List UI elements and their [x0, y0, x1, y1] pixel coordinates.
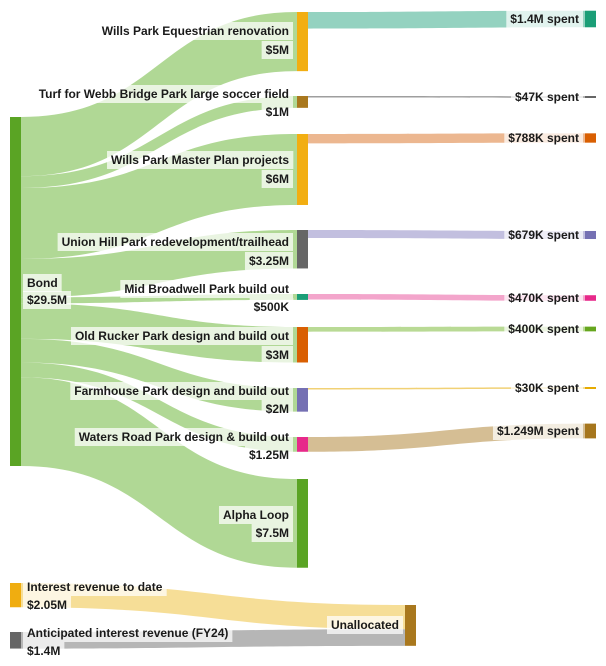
- pad-spent-turf-for-webb-bridge-park-large-soccer-field: [510, 88, 583, 106]
- pad-wills-park-master-plan-projects: [107, 151, 294, 169]
- pad-spent-wills-park-equestrian-renovation: [506, 10, 583, 28]
- spent-label-old-rucker-park-design-and-build-out: $400K spent: [508, 322, 579, 336]
- spent-label-farmhouse-park-design-and-build-out: $30K spent: [515, 381, 579, 395]
- spent-label-wills-park-master-plan-projects: $788K spent: [508, 131, 579, 145]
- amount-union-hill-park-redevelopment-trailhead: $3.25M: [249, 254, 289, 268]
- node-spent-mid-broadwell-park-build-out: [585, 295, 596, 301]
- pad-amount-wills-park-master-plan-projects: [261, 170, 294, 188]
- node-turf-for-webb-bridge-park-large-soccer-field: [297, 96, 308, 108]
- node-farmhouse-park-design-and-build-out: [297, 388, 308, 412]
- bond-amount-pad: [23, 291, 72, 309]
- label-wills-park-equestrian-renovation: Wills Park Equestrian renovation: [102, 24, 289, 38]
- label-turf-for-webb-bridge-park-large-soccer-field: Turf for Webb Bridge Park large soccer f…: [39, 87, 289, 101]
- label-old-rucker-park-design-and-build-out: Old Rucker Park design and build out: [75, 329, 289, 343]
- pad-amount-interest-revenue-to-date: [23, 596, 72, 614]
- node-old-rucker-park-design-and-build-out: [297, 327, 308, 363]
- label-wills-park-master-plan-projects: Wills Park Master Plan projects: [111, 153, 289, 167]
- label-mid-broadwell-park-build-out: Mid Broadwell Park build out: [124, 282, 289, 296]
- pad-wills-park-equestrian-renovation: [97, 22, 293, 40]
- bond-label-pad: [23, 274, 62, 292]
- pad-mid-broadwell-park-build-out: [120, 280, 293, 298]
- pad-spent-wills-park-master-plan-projects: [504, 129, 583, 147]
- label-anticipated-interest-revenue-fy24: Anticipated interest revenue (FY24): [27, 626, 228, 640]
- node-spent-union-hill-park-redevelopment-trailhead: [585, 230, 596, 240]
- unallocated-label-pad: [326, 616, 403, 634]
- pad-spent-old-rucker-park-design-and-build-out: [504, 320, 583, 338]
- amount-wills-park-master-plan-projects: $6M: [266, 172, 289, 186]
- pad-amount-farmhouse-park-design-and-build-out: [261, 400, 294, 418]
- amount-old-rucker-park-design-and-build-out: $3M: [266, 348, 289, 362]
- node-interest-revenue-to-date: [10, 583, 21, 608]
- node-wills-park-equestrian-renovation: [297, 12, 308, 72]
- node-mid-broadwell-park-build-out: [297, 294, 308, 300]
- amount-farmhouse-park-design-and-build-out: $2M: [266, 402, 289, 416]
- pad-amount-waters-road-park-design-build-out: [244, 446, 293, 464]
- node-alpha-loop: [297, 479, 308, 568]
- spent-label-union-hill-park-redevelopment-trailhead: $679K spent: [508, 228, 579, 242]
- pad-amount-alpha-loop: [251, 524, 293, 542]
- pad-interest-revenue-to-date: [23, 578, 167, 596]
- link-bond-to-turf-for-webb-bridge-park-large-soccer-field: [21, 96, 297, 188]
- nodes-group: [10, 10, 596, 649]
- pad-amount-anticipated-interest-revenue-fy24: [23, 642, 65, 660]
- label-waters-road-park-design-build-out: Waters Road Park design & build out: [79, 430, 289, 444]
- label-interest-revenue-to-date: Interest revenue to date: [27, 580, 163, 594]
- node-union-hill-park-redevelopment-trailhead: [297, 230, 308, 269]
- pad-spent-union-hill-park-redevelopment-trailhead: [504, 226, 583, 244]
- amount-interest-revenue-to-date: $2.05M: [27, 598, 67, 612]
- pad-union-hill-park-redevelopment-trailhead: [57, 233, 293, 251]
- pad-farmhouse-park-design-and-build-out: [70, 382, 293, 400]
- spent-label-wills-park-equestrian-renovation: $1.4M spent: [510, 12, 579, 26]
- node-wills-park-master-plan-projects: [297, 134, 308, 205]
- amount-anticipated-interest-revenue-fy24: $1.4M: [27, 644, 60, 658]
- node-spent-wills-park-equestrian-renovation: [585, 10, 596, 28]
- spent-label-mid-broadwell-park-build-out: $470K spent: [508, 291, 579, 305]
- spent-label-turf-for-webb-bridge-park-large-soccer-field: $47K spent: [515, 90, 579, 104]
- node-anticipated-interest-revenue-fy24: [10, 632, 21, 649]
- node-waters-road-park-design-build-out: [297, 437, 308, 452]
- amount-waters-road-park-design-build-out: $1.25M: [249, 448, 289, 462]
- label-alpha-loop: Alpha Loop: [223, 508, 289, 522]
- label-farmhouse-park-design-and-build-out: Farmhouse Park design and build out: [74, 384, 289, 398]
- node-spent-wills-park-master-plan-projects: [585, 133, 596, 143]
- label-union-hill-park-redevelopment-trailhead: Union Hill Park redevelopment/trailhead: [62, 235, 289, 249]
- node-spent-old-rucker-park-design-and-build-out: [585, 326, 596, 332]
- pad-anticipated-interest-revenue-fy24: [23, 624, 233, 642]
- pad-spent-mid-broadwell-park-build-out: [504, 289, 583, 307]
- labels-group: Bond $29.5M Wills Park Equestrian renovati…: [23, 10, 583, 660]
- pad-amount-old-rucker-park-design-and-build-out: [261, 346, 294, 364]
- pad-amount-mid-broadwell-park-build-out: [249, 298, 294, 316]
- pad-spent-waters-road-park-design-build-out: [492, 422, 583, 440]
- node-spent-farmhouse-park-design-and-build-out: [585, 387, 596, 389]
- node-spent-waters-road-park-design-build-out: [585, 423, 596, 439]
- pad-waters-road-park-design-build-out: [74, 428, 293, 446]
- pad-spent-farmhouse-park-design-and-build-out: [510, 379, 583, 397]
- pad-amount-turf-for-webb-bridge-park-large-soccer-field: [261, 103, 294, 121]
- node-unallocated: [405, 605, 416, 646]
- node-spent-turf-for-webb-bridge-park-large-soccer-field: [585, 96, 596, 98]
- pad-old-rucker-park-design-and-build-out: [70, 327, 294, 345]
- bond-amount-label: $29.5M: [27, 293, 67, 307]
- unallocated-label: Unallocated: [331, 618, 399, 632]
- pad-turf-for-webb-bridge-park-large-soccer-field: [34, 85, 293, 103]
- bond-label: Bond: [27, 276, 58, 290]
- amount-alpha-loop: $7.5M: [256, 526, 289, 540]
- spent-label-waters-road-park-design-build-out: $1.249M spent: [497, 424, 579, 438]
- node-bond: [10, 117, 21, 466]
- amount-turf-for-webb-bridge-park-large-soccer-field: $1M: [266, 105, 289, 119]
- pad-amount-wills-park-equestrian-renovation: [261, 41, 294, 59]
- amount-mid-broadwell-park-build-out: $500K: [254, 300, 290, 314]
- pad-alpha-loop: [219, 506, 293, 524]
- pad-amount-union-hill-park-redevelopment-trailhead: [244, 252, 293, 270]
- amount-wills-park-equestrian-renovation: $5M: [266, 43, 289, 57]
